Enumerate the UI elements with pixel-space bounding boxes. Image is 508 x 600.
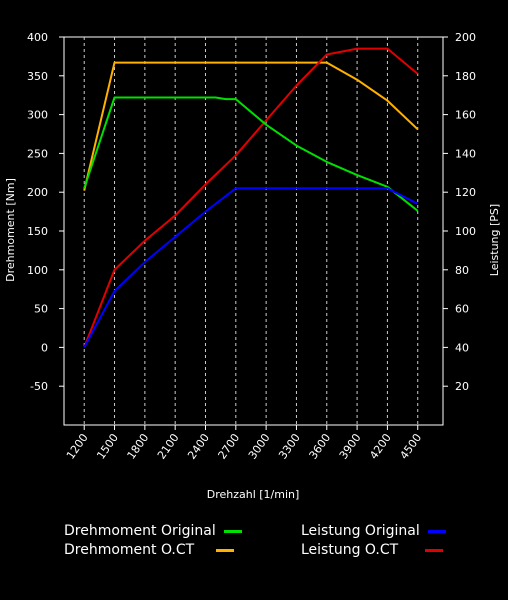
y-left-tick-label: 250 bbox=[27, 147, 48, 160]
plot-frame bbox=[63, 36, 444, 426]
series-line-drehmoment-original bbox=[83, 96, 419, 212]
y-right-tick-label: 200 bbox=[455, 31, 476, 44]
plot-border bbox=[63, 36, 444, 426]
x-tick-label: 2700 bbox=[216, 431, 243, 461]
y-right-tick-label: 60 bbox=[455, 303, 469, 316]
y-left-tick-label: 350 bbox=[27, 70, 48, 83]
y-right-tick-label: 180 bbox=[455, 70, 476, 83]
series-lines bbox=[83, 47, 419, 348]
x-tick-label: 1500 bbox=[94, 431, 121, 461]
y-right-tick-label: 140 bbox=[455, 147, 476, 160]
x-tick-label: 3000 bbox=[246, 431, 273, 461]
x-tick-label: 3600 bbox=[307, 431, 334, 461]
x-tick-label: 3300 bbox=[276, 431, 303, 461]
y-axis-left-label: Drehmoment [Nm] bbox=[4, 178, 17, 282]
y-left-tick-label: 0 bbox=[41, 341, 48, 354]
series-line-leistung-o-ct bbox=[83, 47, 419, 348]
y-right-tick-label: 120 bbox=[455, 186, 476, 199]
y-left-tick-label: 50 bbox=[34, 303, 48, 316]
series-line-leistung-original bbox=[83, 187, 419, 348]
y-left-tick-label: 150 bbox=[27, 225, 48, 238]
y-left-tick-label: -50 bbox=[30, 380, 48, 393]
y-left-tick-label: 200 bbox=[27, 186, 48, 199]
x-tick-label: 2100 bbox=[155, 431, 182, 461]
x-tick-label: 1800 bbox=[125, 431, 152, 461]
y-left-tick-label: 100 bbox=[27, 264, 48, 277]
y-right-tick-label: 160 bbox=[455, 109, 476, 122]
y-right-tick-label: 80 bbox=[455, 264, 469, 277]
grid-lines bbox=[83, 37, 419, 425]
x-tick-label: 2400 bbox=[185, 431, 212, 461]
x-tick-label: 4200 bbox=[367, 431, 394, 461]
x-tick-label: 1200 bbox=[64, 431, 91, 461]
y-left-tick-label: 300 bbox=[27, 109, 48, 122]
x-tick-label: 3900 bbox=[337, 431, 364, 461]
y-left-tick-label: 400 bbox=[27, 31, 48, 44]
y-axis-right-label: Leistung [PS] bbox=[488, 204, 501, 276]
x-tick-label: 4500 bbox=[397, 431, 424, 461]
y-right-tick-label: 100 bbox=[455, 225, 476, 238]
series-line-drehmoment-o-ct bbox=[83, 61, 419, 191]
axes: 1200 1500 1800 2100 2400 2700 3000 3300 3600 3900… bbox=[27, 31, 476, 462]
y-right-tick-label: 40 bbox=[455, 341, 469, 354]
y-right-tick-label: 20 bbox=[455, 380, 469, 393]
x-axis-label: Drehzahl [1/min] bbox=[207, 488, 300, 501]
